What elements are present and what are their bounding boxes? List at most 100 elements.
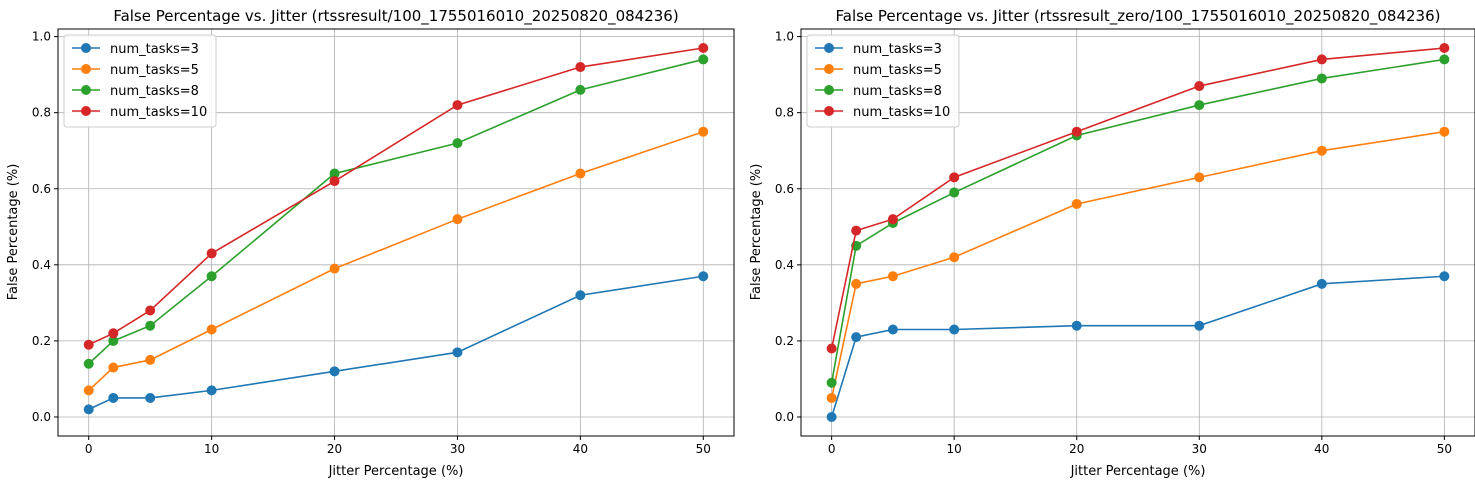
legend-label: num_tasks=10 [110, 105, 207, 120]
y-tick-label: 0.0 [775, 410, 794, 424]
data-point [1316, 145, 1327, 156]
data-point [575, 84, 586, 95]
plot-area-left: 0 10 20 30 40 50 0.0 0.2 0.4 0.6 0.8 1.0 num_tasks=3… [32, 28, 735, 456]
data-point [826, 377, 837, 388]
data-point [83, 385, 94, 396]
x-tick-label: 0 [828, 442, 836, 456]
series-line-0 [830, 275, 1445, 418]
data-point [1439, 126, 1450, 137]
data-point [575, 62, 586, 73]
data-point [452, 347, 463, 358]
chart-right: False Percentage vs. Jitter (rtssresult_… [749, 7, 1475, 479]
data-point [329, 263, 340, 274]
x-tick-label: 30 [450, 442, 465, 456]
series-line-0 [88, 275, 704, 411]
y-axis-label-left: False Percentage (%) [6, 164, 21, 301]
data-point [1316, 278, 1327, 289]
data-point [1439, 43, 1450, 54]
data-point [108, 328, 119, 339]
y-axis-label-right: False Percentage (%) [749, 164, 764, 301]
legend-label: num_tasks=5 [853, 63, 942, 78]
data-point [206, 385, 217, 396]
data-point [949, 172, 960, 183]
x-tick-label: 50 [1437, 442, 1452, 456]
x-tick-label: 20 [327, 442, 342, 456]
plot-area-right: 0 10 20 30 40 50 0.0 0.2 0.4 0.6 0.8 1.0 num_tasks=3… [775, 28, 1475, 456]
legend-marker [824, 106, 834, 116]
x-tick-label: 40 [573, 442, 588, 456]
data-point [452, 138, 463, 149]
data-point [1439, 54, 1450, 65]
data-point [698, 126, 709, 137]
x-axis-label-right: Jitter Percentage (%) [1070, 464, 1206, 479]
data-point [851, 278, 862, 289]
y-tick-label: 0.8 [775, 106, 794, 120]
chart-title-right: False Percentage vs. Jitter (rtssresult_… [836, 7, 1441, 26]
data-point [826, 411, 837, 422]
y-tick-label: 0.8 [32, 106, 51, 120]
series-line-2 [830, 58, 1445, 383]
legend-label: num_tasks=3 [110, 42, 199, 57]
data-point [575, 290, 586, 301]
y-tick-label: 1.0 [775, 30, 794, 44]
x-tick-label: 40 [1314, 442, 1329, 456]
y-tick-label: 0.2 [32, 334, 51, 348]
data-point [949, 252, 960, 263]
y-tick-label: 0.2 [775, 334, 794, 348]
legend-marker [824, 43, 834, 53]
data-point [698, 54, 709, 65]
series-line-1 [830, 130, 1445, 399]
data-point [1194, 100, 1205, 111]
x-tick-label: 50 [696, 442, 711, 456]
data-point [83, 358, 94, 369]
data-point [1071, 198, 1082, 209]
data-point [1071, 126, 1082, 137]
data-point [206, 271, 217, 282]
data-point [949, 324, 960, 335]
data-point [145, 320, 156, 331]
legend-marker [81, 85, 91, 95]
data-point [851, 332, 862, 343]
legend-box [63, 34, 217, 128]
data-point [826, 343, 837, 354]
data-point [887, 324, 898, 335]
data-point [145, 305, 156, 316]
x-tick-label: 30 [1192, 442, 1207, 456]
data-point [108, 335, 119, 346]
data-point [1316, 54, 1327, 65]
legend-marker [81, 106, 91, 116]
y-tick-label: 0.4 [775, 258, 794, 272]
data-point [575, 168, 586, 179]
plot-frame [800, 28, 1475, 437]
series-line-1 [88, 130, 704, 391]
x-axis-label-left: Jitter Percentage (%) [328, 464, 464, 479]
data-point [887, 214, 898, 225]
data-point [698, 271, 709, 282]
chart-left: False Percentage vs. Jitter (rtssresult/… [6, 7, 735, 479]
data-point [1194, 320, 1205, 331]
data-point [1439, 271, 1450, 282]
legend-marker [81, 43, 91, 53]
legend-label: num_tasks=8 [110, 84, 199, 99]
y-tick-label: 0.6 [775, 182, 794, 196]
legend-label: num_tasks=10 [853, 105, 950, 120]
data-point [452, 214, 463, 225]
x-tick-label: 10 [204, 442, 219, 456]
chart-title-left: False Percentage vs. Jitter (rtssresult/… [113, 7, 678, 26]
data-point [1194, 81, 1205, 92]
data-point [698, 43, 709, 54]
data-point [83, 404, 94, 415]
data-point [949, 187, 960, 198]
data-point [851, 225, 862, 236]
legend-marker [81, 64, 91, 74]
x-tick-label: 10 [947, 442, 962, 456]
series-line-3 [830, 47, 1445, 349]
data-point [1071, 320, 1082, 331]
y-tick-label: 0.0 [32, 410, 51, 424]
legend-label: num_tasks=5 [110, 63, 199, 78]
legend-label: num_tasks=8 [853, 84, 942, 99]
data-point [145, 392, 156, 403]
data-point [108, 392, 119, 403]
